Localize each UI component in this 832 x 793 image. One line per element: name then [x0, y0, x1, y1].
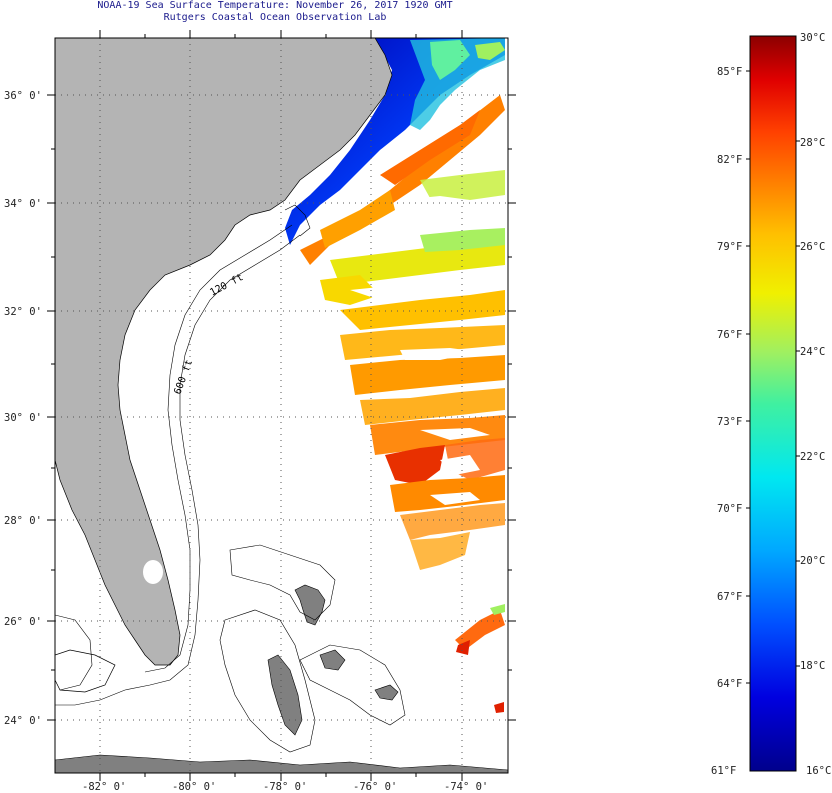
lat-label-34: 34° 0'	[4, 198, 42, 210]
depth-contours	[55, 204, 406, 753]
colorbar-c-label-24: 24°C	[800, 346, 825, 358]
lon-label-82: -82° 0'	[82, 781, 126, 793]
lat-label-24: 24° 0'	[4, 715, 42, 727]
lat-label-26: 26° 0'	[4, 616, 42, 628]
lat-label-28: 28° 0'	[4, 515, 42, 527]
lon-label-74: -74° 0'	[444, 781, 488, 793]
colorbar-f-label-79: 79°F	[717, 241, 742, 253]
lon-label-80: -80° 0'	[172, 781, 216, 793]
colorbar-c-label-22: 22°C	[800, 451, 825, 463]
tick-marks	[47, 30, 516, 781]
colorbar-f-label-70: 70°F	[717, 503, 742, 515]
colorbar-c-label-26: 26°C	[800, 241, 825, 253]
lat-label-30: 30° 0'	[4, 412, 42, 424]
colorbar-c-label-30: 30°C	[800, 32, 825, 44]
lon-label-76: -76° 0'	[353, 781, 397, 793]
grid-lines	[55, 38, 508, 773]
colorbar-c-label-18: 18°C	[800, 660, 825, 672]
map-title: NOAA-19 Sea Surface Temperature: Novembe…	[97, 0, 453, 11]
map-subtitle: Rutgers Coastal Ocean Observation Lab	[163, 12, 387, 23]
colorbar-c-label-16: 16°C	[806, 765, 831, 777]
colorbar-f-label-85: 85°F	[717, 66, 742, 78]
colorbar-c-label-20: 20°C	[800, 555, 825, 567]
colorbar-gradient	[749, 35, 797, 772]
colorbar-f-label-73: 73°F	[717, 416, 742, 428]
colorbar-f-label-76: 76°F	[717, 329, 742, 341]
landmass	[55, 38, 508, 773]
lon-label-78: -78° 0'	[263, 781, 307, 793]
lat-label-36: 36° 0'	[4, 90, 42, 102]
lat-label-32: 32° 0'	[4, 306, 42, 318]
colorbar-f-label-61: 61°F	[711, 765, 736, 777]
map-panel: 120 ft 600 ft	[55, 38, 508, 773]
colorbar-c-label-28: 28°C	[800, 137, 825, 149]
colorbar-f-label-64: 64°F	[717, 678, 742, 690]
colorbar-f-label-67: 67°F	[717, 591, 742, 603]
colorbar: 85°F 82°F 79°F 76°F 73°F 70°F 67°F 64°F …	[711, 32, 831, 777]
colorbar-f-label-82: 82°F	[717, 154, 742, 166]
sst-swath	[285, 38, 505, 713]
